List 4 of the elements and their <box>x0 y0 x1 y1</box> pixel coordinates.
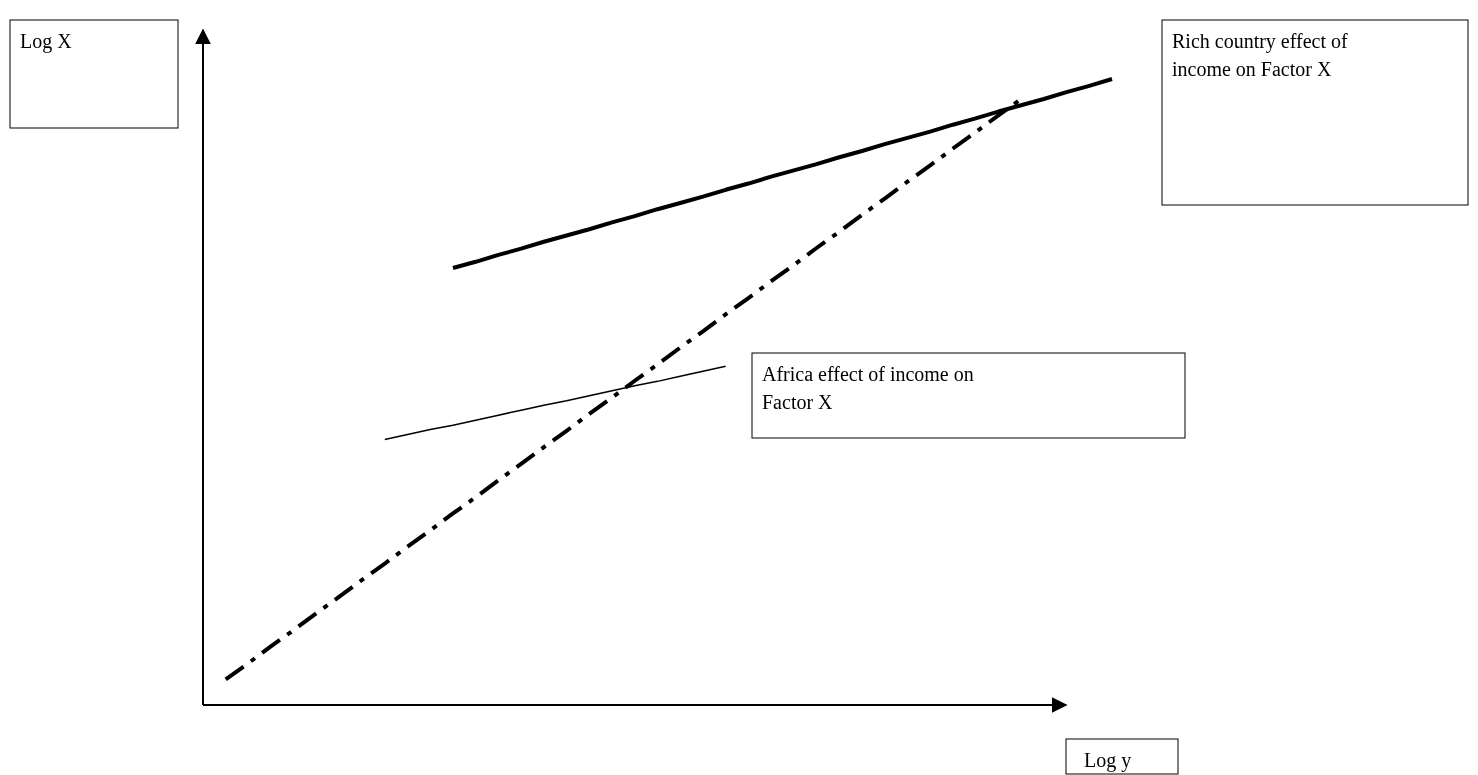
x-axis-title: Log y <box>1084 749 1132 772</box>
text: Rich country effect of income on Factor X <box>1172 30 1349 80</box>
annotation: Africa effect of income on Factor X <box>762 363 974 413</box>
text: Log X <box>20 30 73 53</box>
